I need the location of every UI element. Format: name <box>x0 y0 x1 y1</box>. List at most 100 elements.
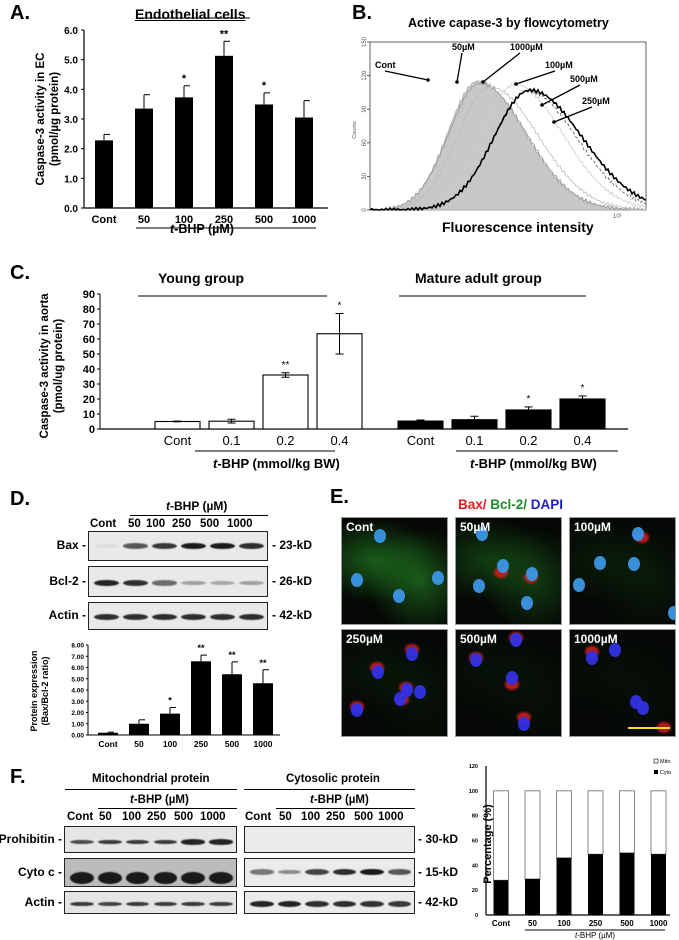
cyto-segment <box>651 854 666 915</box>
molecular-weight-label: - 15-kD <box>418 864 459 879</box>
nucleus-dapi <box>432 571 444 585</box>
lane-label: 250 <box>172 518 192 530</box>
nucleus-dapi <box>632 527 644 541</box>
x-tick-label: 0.2 <box>276 433 294 448</box>
micrograph-label: 100µM <box>574 520 611 534</box>
y-tick-label: 20 <box>472 888 478 894</box>
x-tick-label: 50 <box>138 214 150 226</box>
significance-marker: * <box>581 383 585 394</box>
band <box>97 901 122 907</box>
x-tick-label: 100 <box>557 919 571 928</box>
bar <box>262 374 309 430</box>
band <box>277 900 301 908</box>
lane-label: 250 <box>326 811 346 823</box>
panel-d-header-line <box>130 515 268 516</box>
nucleus-dapi <box>573 578 585 592</box>
y-tick-label: 120 <box>362 70 368 81</box>
x-tick-label: 1000 <box>292 214 316 226</box>
header-italic: t <box>130 794 134 806</box>
x-tick-label: 0.4 <box>573 433 591 448</box>
band <box>305 900 329 908</box>
bar <box>295 117 313 208</box>
band <box>250 869 274 875</box>
nucleus-dapi <box>374 529 386 543</box>
panel-b-flow-histogram: 0 30 60 90 120 150 Counts 10¹ Cont 50µM 1000µM100µ… <box>352 36 647 220</box>
mature-group-title: Mature adult group <box>415 270 542 286</box>
nucleus-dapi <box>637 701 649 715</box>
y-tick-label: 6.00 <box>71 665 84 672</box>
bar <box>129 723 149 735</box>
xlabel-rest: -BHP (µM) <box>174 222 234 236</box>
y-tick-label: 10 <box>83 409 95 421</box>
band <box>239 580 264 586</box>
blot-row-label: Actin - <box>24 894 62 909</box>
band <box>125 839 150 845</box>
cyto-blot-row <box>244 891 415 914</box>
x-axis-label: t-BHP (µM) <box>575 931 615 940</box>
lane-label: 1000 <box>227 518 253 530</box>
bar <box>222 674 242 735</box>
histogram-annotation: 50µM <box>452 42 475 52</box>
y-tick-label: 1.0 <box>64 174 78 185</box>
y-tick-label: 30 <box>83 379 95 391</box>
nucleus-dapi <box>470 653 482 667</box>
band <box>332 900 356 908</box>
panel-b-label: B. <box>352 2 372 24</box>
y-tick-label: 3.0 <box>64 115 78 126</box>
nucleus-dapi <box>526 567 538 581</box>
y-tick-label: 80 <box>472 814 478 820</box>
nucleus-dapi <box>414 685 426 699</box>
cyto-blot-row <box>244 826 415 853</box>
band <box>181 901 206 907</box>
molecular-weight-label: - 26-kD <box>272 573 313 588</box>
nucleus-dapi <box>668 606 675 620</box>
band <box>209 872 233 884</box>
band <box>277 869 301 875</box>
micrograph-50m: 50µM <box>455 517 562 625</box>
x-tick-label: Cont <box>91 214 116 226</box>
y-tick-label: 120 <box>469 764 478 770</box>
micrograph-label: 250µM <box>346 632 383 646</box>
lane-label: 50 <box>99 811 112 823</box>
nucleus-dapi <box>394 692 406 706</box>
blot-row-label: Actin - <box>48 608 86 622</box>
y-tick-label: 90 <box>83 289 95 301</box>
y-tick-label: 2.00 <box>71 710 84 717</box>
xlabel-italic: t <box>170 222 175 236</box>
nucleus-dapi <box>351 573 363 587</box>
xlabel-rest: -BHP (mmol/kg BW) <box>217 456 340 471</box>
lane-label: 500 <box>200 518 220 530</box>
band <box>123 613 148 621</box>
lane-label: 100 <box>122 811 142 823</box>
band <box>123 579 148 587</box>
band <box>210 542 235 550</box>
panel-a-label: A. <box>10 2 30 24</box>
y-tick-label: 5.0 <box>64 56 78 67</box>
nucleus-dapi <box>594 556 606 570</box>
x-tick-label: 1000 <box>650 919 668 928</box>
panel-d-header: t-BHP (µM) <box>166 499 227 513</box>
band <box>239 613 264 621</box>
band <box>387 869 411 875</box>
band <box>97 872 122 884</box>
bcl2-stain-label: Bcl-2/ <box>486 497 528 512</box>
mito-title-line <box>65 789 237 790</box>
cyto-blot-row <box>244 858 415 887</box>
band <box>97 839 122 845</box>
x-tick-label: 250 <box>589 919 603 928</box>
y-tick-label: 0.00 <box>71 733 84 740</box>
lane-label: 500 <box>354 811 374 823</box>
bar <box>95 140 113 208</box>
bar <box>175 97 193 208</box>
blot-bax <box>88 531 268 561</box>
y-tick-label: 1.00 <box>71 721 84 728</box>
micrograph-500m: 500µM <box>455 629 562 737</box>
micrograph-1000m: 1000µM <box>569 629 676 737</box>
y-tick-label: 0.0 <box>64 204 78 215</box>
band <box>94 613 119 621</box>
bar <box>154 420 201 430</box>
band <box>181 872 206 884</box>
lane-label: Cont <box>67 811 94 823</box>
molecular-weight-label: - 42-kD <box>272 608 313 622</box>
legend-mito-label: Mito <box>660 759 670 765</box>
